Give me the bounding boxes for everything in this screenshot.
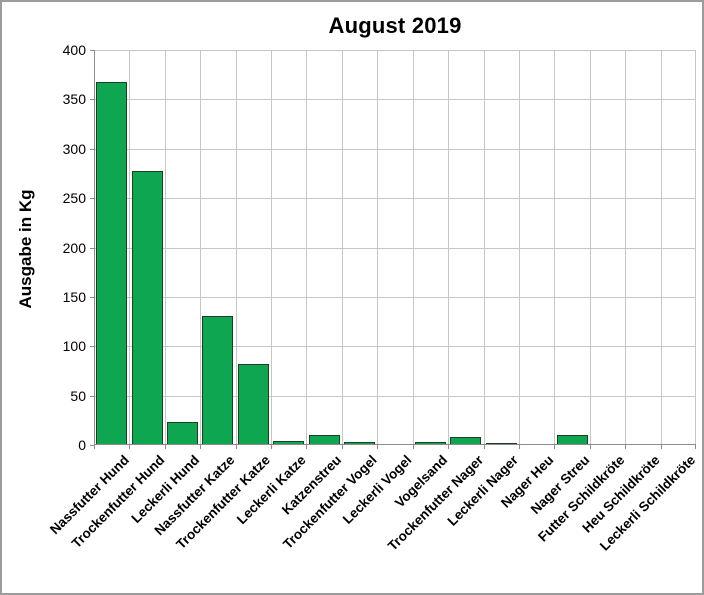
gridline-horizontal <box>94 395 696 397</box>
y-tick-label: 200 <box>62 239 86 256</box>
gridline-horizontal <box>94 50 696 51</box>
x-tick-mark <box>695 445 696 449</box>
x-tick-mark <box>236 445 237 449</box>
gridline-vertical <box>519 50 520 445</box>
y-tick-mark <box>90 198 94 200</box>
gridline-horizontal <box>94 296 696 298</box>
y-tick-mark <box>90 99 94 101</box>
y-tick-mark <box>90 50 94 51</box>
y-tick-mark <box>90 247 94 249</box>
gridline-vertical <box>271 50 272 445</box>
x-tick-mark <box>590 445 591 449</box>
x-tick-mark <box>306 445 307 449</box>
gridline-vertical <box>200 50 201 445</box>
gridline-horizontal <box>94 346 696 348</box>
x-tick-mark <box>200 445 201 449</box>
gridline-vertical <box>484 50 485 445</box>
y-tick-mark <box>90 346 94 348</box>
x-tick-mark <box>519 445 520 449</box>
bar-nassfutter-hund <box>96 82 127 445</box>
gridline-vertical <box>129 50 130 445</box>
gridline-vertical <box>661 50 662 445</box>
y-tick-label: 100 <box>62 338 86 355</box>
gridline-vertical <box>413 50 414 445</box>
x-tick-mark <box>94 445 95 449</box>
y-tick-label: 350 <box>62 91 86 108</box>
x-tick-mark <box>554 445 555 449</box>
y-tick-label: 150 <box>62 288 86 305</box>
gridline-horizontal <box>94 247 696 249</box>
y-tick-label: 300 <box>62 140 86 157</box>
bar-leckerli-hund <box>167 422 198 445</box>
y-axis-line <box>94 50 95 445</box>
x-tick-mark <box>625 445 626 449</box>
gridline-vertical <box>590 50 591 445</box>
y-tick-mark <box>90 296 94 298</box>
gridline-horizontal <box>94 198 696 200</box>
bar-katzenstreu <box>309 435 340 445</box>
bar-trockenfutter-hund <box>132 171 163 445</box>
plot-area <box>94 50 696 445</box>
bar-nassfutter-katze <box>202 316 233 445</box>
bar-trockenfutter-vogel <box>344 442 375 445</box>
gridline-vertical <box>625 50 626 445</box>
gridline-vertical <box>165 50 166 445</box>
gridline-vertical <box>342 50 343 445</box>
chart-title: August 2019 <box>328 13 462 38</box>
y-tick-mark <box>90 395 94 397</box>
gridline-vertical <box>236 50 237 445</box>
x-axis-line <box>94 444 696 445</box>
y-tick-label: 250 <box>62 190 86 207</box>
x-tick-mark <box>129 445 130 449</box>
y-tick-label: 50 <box>70 387 86 404</box>
y-tick-label: 0 <box>78 437 86 453</box>
y-tick-mark <box>90 445 94 446</box>
y-axis-title: Ausgabe in Kg <box>16 189 35 309</box>
gridline-vertical <box>695 50 696 445</box>
gridline-vertical <box>306 50 307 445</box>
bar-trockenfutter-katze <box>238 364 269 445</box>
gridline-vertical <box>377 50 378 445</box>
y-tick-label: 400 <box>62 42 86 58</box>
x-tick-mark <box>342 445 343 449</box>
x-tick-mark <box>661 445 662 449</box>
gridline-horizontal <box>94 99 696 101</box>
bar-leckerli-katze <box>273 441 304 445</box>
x-tick-mark <box>484 445 485 449</box>
y-tick-mark <box>90 148 94 150</box>
x-tick-mark <box>165 445 166 449</box>
x-tick-mark <box>448 445 449 449</box>
x-tick-mark <box>377 445 378 449</box>
x-tick-mark <box>413 445 414 449</box>
gridline-horizontal <box>94 148 696 150</box>
bar-vogelsand <box>415 442 446 445</box>
bar-trockenfutter-nager <box>450 437 481 445</box>
bar-nager-streu <box>557 435 588 445</box>
x-tick-mark <box>271 445 272 449</box>
gridline-vertical <box>554 50 555 445</box>
gridline-vertical <box>448 50 449 445</box>
